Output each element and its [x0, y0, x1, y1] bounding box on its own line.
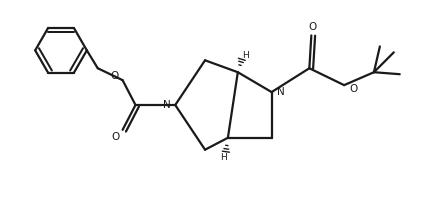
Text: N: N [163, 100, 171, 110]
Text: O: O [112, 132, 120, 142]
Text: H: H [220, 153, 227, 162]
Text: O: O [308, 21, 316, 32]
Text: O: O [349, 84, 357, 94]
Text: N: N [277, 87, 285, 97]
Text: O: O [111, 71, 119, 81]
Text: H: H [243, 51, 249, 60]
